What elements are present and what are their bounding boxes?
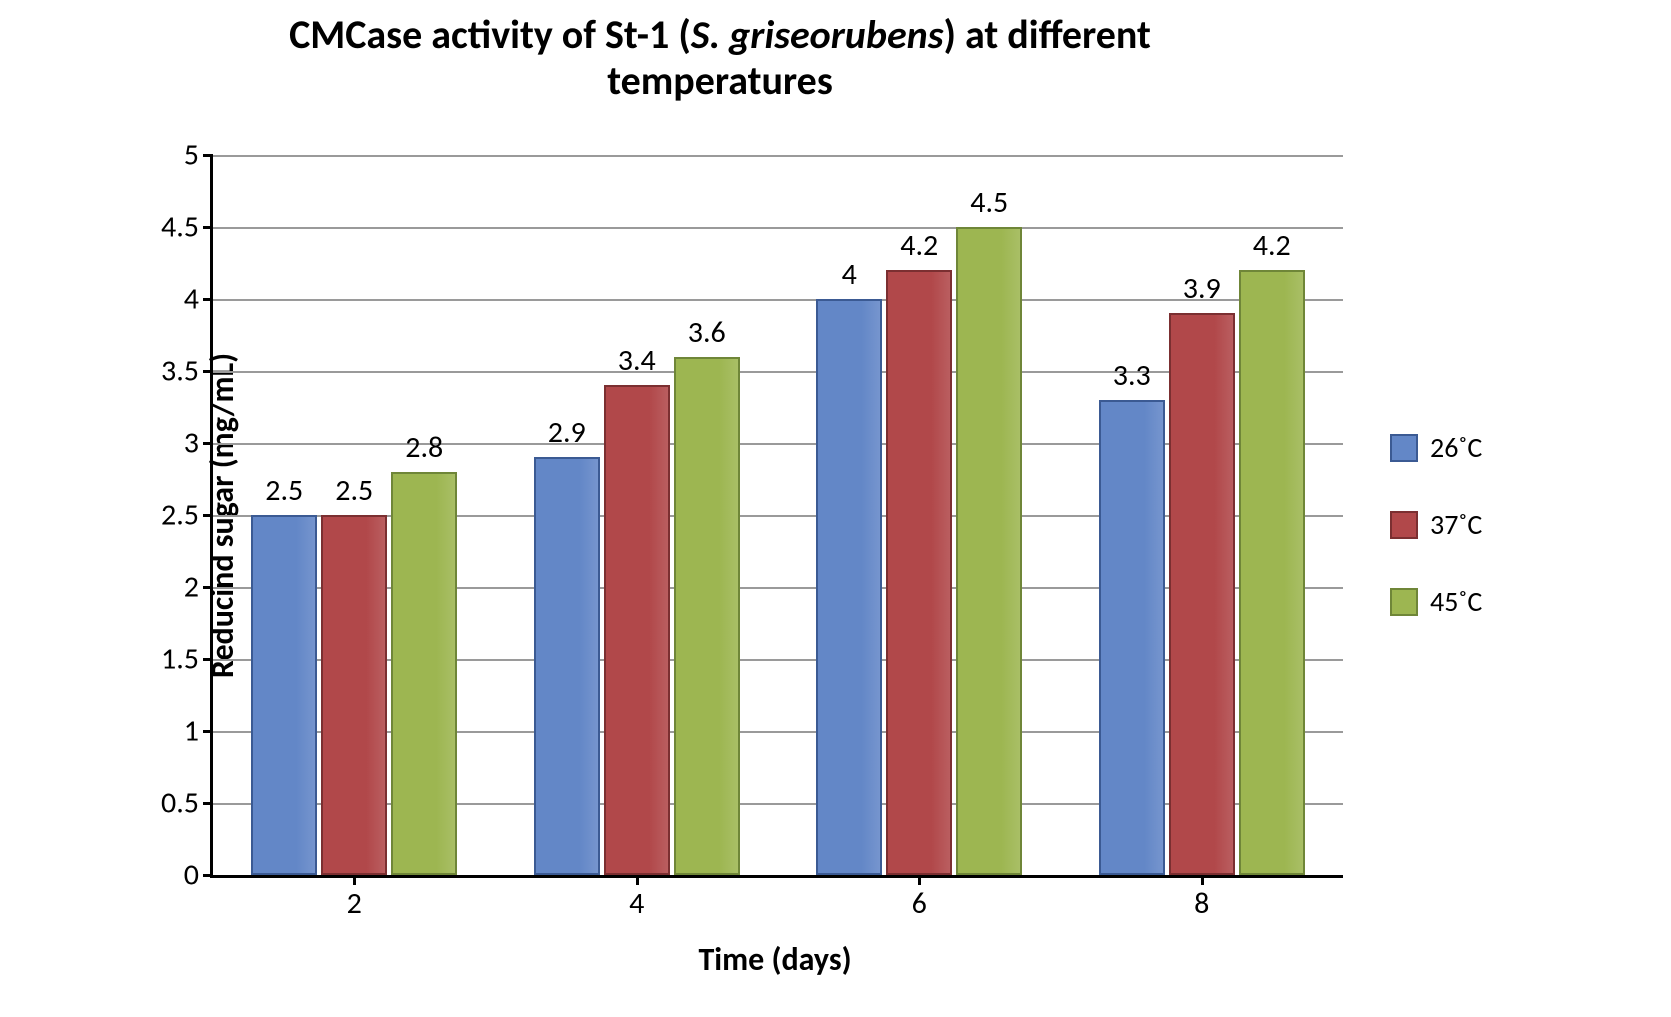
- y-tick-mark: [203, 442, 213, 445]
- bar-value-label: 4: [842, 256, 857, 299]
- bar-value-label: 2.9: [548, 414, 586, 457]
- bar-value-label: 3.3: [1113, 357, 1151, 400]
- y-tick-mark: [203, 658, 213, 661]
- bar-value-label: 4.5: [970, 184, 1008, 227]
- x-tick-mark: [918, 875, 921, 885]
- y-tick-mark: [203, 298, 213, 301]
- legend-swatch: [1390, 588, 1418, 616]
- bar-value-label: 3.6: [688, 314, 726, 357]
- legend-label: 45˚C: [1430, 584, 1482, 619]
- bar: 2.5: [321, 515, 387, 875]
- gridline: [213, 299, 1343, 301]
- y-tick-mark: [203, 154, 213, 157]
- bar-value-label: 4.2: [1253, 227, 1291, 270]
- legend-label: 26˚C: [1430, 430, 1482, 465]
- y-tick-mark: [203, 802, 213, 805]
- x-tick-mark: [636, 875, 639, 885]
- x-tick-mark: [353, 875, 356, 885]
- bar: 3.9: [1169, 313, 1235, 875]
- legend-item: 26˚C: [1390, 430, 1482, 465]
- title-text-post: ) at different: [943, 10, 1150, 59]
- gridline: [213, 155, 1343, 157]
- bar: 4.2: [1239, 270, 1305, 875]
- legend-swatch: [1390, 434, 1418, 462]
- bar: 2.8: [391, 472, 457, 875]
- legend: 26˚C 37˚C 45˚C: [1390, 430, 1482, 661]
- legend-item: 37˚C: [1390, 507, 1482, 542]
- y-tick-mark: [203, 514, 213, 517]
- x-axis-title: Time (days): [210, 940, 1340, 979]
- legend-label: 37˚C: [1430, 507, 1482, 542]
- bar-value-label: 2.5: [335, 472, 373, 515]
- bar: 3.6: [674, 357, 740, 875]
- y-tick-mark: [203, 370, 213, 373]
- title-text-italic: S. griseorubens: [691, 10, 944, 59]
- chart-container: CMCase activity of St-1 (S. griseorubens…: [0, 0, 1671, 1017]
- legend-swatch: [1390, 511, 1418, 539]
- bar: 4.5: [956, 227, 1022, 875]
- bar-value-label: 4.2: [900, 227, 938, 270]
- bar: 2.5: [251, 515, 317, 875]
- chart-title: CMCase activity of St-1 (S. griseorubens…: [0, 12, 1440, 104]
- y-tick-mark: [203, 226, 213, 229]
- bar: 3.3: [1099, 400, 1165, 875]
- y-tick-mark: [203, 586, 213, 589]
- y-tick-mark: [203, 730, 213, 733]
- bar-value-label: 3.9: [1183, 270, 1221, 313]
- plot-area: 00.511.522.533.544.5522.52.52.842.93.43.…: [210, 155, 1343, 878]
- bar-value-label: 3.4: [618, 342, 656, 385]
- legend-item: 45˚C: [1390, 584, 1482, 619]
- bar: 4: [816, 299, 882, 875]
- x-tick-mark: [1201, 875, 1204, 885]
- bar-value-label: 2.5: [265, 472, 303, 515]
- title-text-line2: temperatures: [607, 56, 833, 105]
- bar: 4.2: [886, 270, 952, 875]
- bar: 2.9: [534, 457, 600, 875]
- bar: 3.4: [604, 385, 670, 875]
- bar-value-label: 2.8: [405, 429, 443, 472]
- title-text-pre: CMCase activity of St-1 (: [289, 10, 691, 59]
- gridline: [213, 227, 1343, 229]
- y-tick-mark: [203, 874, 213, 877]
